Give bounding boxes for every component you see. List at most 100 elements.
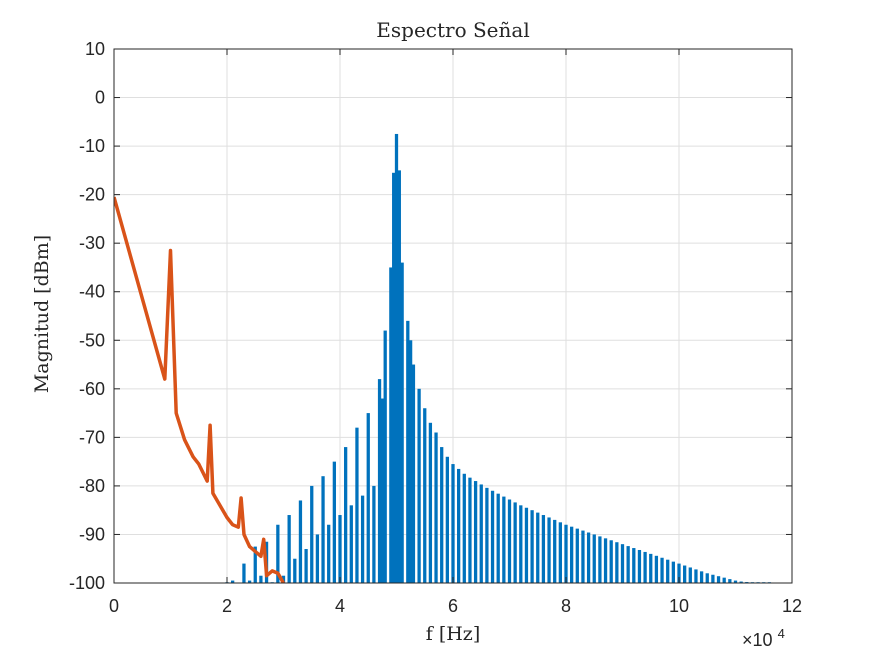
spectrum-bar <box>253 546 257 583</box>
spectrum-bar <box>417 388 421 583</box>
envelope-line <box>114 196 286 583</box>
spectrum-bar <box>626 546 630 583</box>
x-scale-multiplier: ×10 4 <box>742 626 785 650</box>
spectrum-bar <box>541 515 546 583</box>
spectrum-bar <box>293 558 297 583</box>
spectrum-bar <box>372 485 376 583</box>
y-tick-label: -80 <box>79 476 105 496</box>
spectrum-bar <box>428 422 433 583</box>
spectrum-bar <box>507 499 512 583</box>
spectrum-bar <box>287 515 291 583</box>
spectrum-bar <box>728 579 732 583</box>
spectrum-bar <box>440 447 444 583</box>
x-tick-label: 6 <box>448 596 458 616</box>
y-tick-label: -90 <box>79 524 105 544</box>
spectrum-bar <box>643 551 647 583</box>
spectrum-bar <box>485 487 489 583</box>
spectrum-bar <box>479 484 483 583</box>
spectrum-bar <box>570 526 574 583</box>
spectrum-bar <box>502 496 506 583</box>
spectrum-bar <box>259 575 263 583</box>
spectrum-bar <box>677 563 681 583</box>
x-scale-base: ×10 <box>742 630 773 650</box>
spectrum-bar <box>496 493 500 583</box>
spectrum-bar <box>705 573 709 583</box>
spectrum-bar <box>344 447 348 583</box>
axes-box <box>113 48 793 584</box>
spectrum-bar <box>581 530 585 583</box>
axes-frame <box>113 48 793 584</box>
y-axis-label: Magnitud [dBm] <box>31 235 53 393</box>
spectrum-bar <box>315 534 320 583</box>
spectrum-bar <box>366 413 370 583</box>
spectrum-bar <box>711 574 715 583</box>
spectrum-bar <box>699 571 704 583</box>
spectrum-bar <box>609 540 613 583</box>
spectrum-bar <box>349 505 353 583</box>
spectrum-bar <box>637 549 642 583</box>
spectrum-bar <box>457 468 461 583</box>
spectrum-bar <box>615 542 619 583</box>
spectrum-bar <box>575 528 579 583</box>
x-tick-label: 8 <box>561 596 571 616</box>
spectrum-bar <box>276 524 280 583</box>
x-tick-label: 10 <box>669 596 689 616</box>
spectrum-bar <box>530 510 534 583</box>
spectrum-bar <box>660 557 664 583</box>
spectrum-bar <box>586 532 591 583</box>
spectrum-bar <box>310 485 314 583</box>
spectrum-bar <box>397 170 401 583</box>
spectrum-bar <box>716 576 721 583</box>
y-tick-label: -30 <box>79 233 105 253</box>
spectrum-bar <box>564 524 568 583</box>
spectrum-bar <box>683 565 687 583</box>
spectrum-bar <box>694 569 698 583</box>
spectrum-bar <box>654 555 659 583</box>
spectrum-bar <box>733 580 738 583</box>
spectrum-bar <box>338 515 342 583</box>
line-series <box>114 196 286 583</box>
spectrum-bar <box>321 476 325 583</box>
x-tick-label: 4 <box>335 596 345 616</box>
spectrum-bar <box>490 490 495 583</box>
spectrum-bar <box>231 580 235 583</box>
spectrum-bar <box>598 536 602 583</box>
spectrum-bar <box>360 495 365 583</box>
spectrum-bar <box>603 538 608 583</box>
x-axis-label: f [Hz] <box>426 623 480 645</box>
bar-series <box>225 133 772 583</box>
y-tick-label: 10 <box>85 39 105 59</box>
spectrum-bar <box>524 507 529 583</box>
spectrum-bar <box>739 581 743 583</box>
spectrum-bar <box>247 580 252 583</box>
x-tick-label: 12 <box>782 596 802 616</box>
spectrum-bar <box>620 544 625 583</box>
spectrum-bar <box>383 330 387 583</box>
y-tick-label: -50 <box>79 330 105 350</box>
spectrum-bar <box>304 549 308 583</box>
spectrum-bar <box>462 473 466 583</box>
spectrum-bar <box>242 563 246 583</box>
spectrum-bar <box>355 427 359 583</box>
spectrum-bar <box>649 553 653 583</box>
spectrum-bar <box>473 481 478 583</box>
spectrum-bar <box>408 340 413 583</box>
spectrum-bar <box>671 561 675 583</box>
x-tick-label: 2 <box>222 596 232 616</box>
spectrum-bar <box>327 524 331 583</box>
spectrum-bar <box>513 502 517 583</box>
spectrum-bar <box>389 267 393 583</box>
spectrum-bar <box>547 517 551 583</box>
spectrum-bar <box>592 534 596 583</box>
y-tick-label: 0 <box>95 88 105 108</box>
spectrum-bar <box>434 432 438 583</box>
spectrum-bar <box>298 500 303 583</box>
spectrum-bar <box>423 408 427 583</box>
spectrum-bar <box>688 567 692 583</box>
spectrum-bar <box>394 133 399 583</box>
spectrum-bar <box>722 577 726 583</box>
x-tick-label: 0 <box>109 596 119 616</box>
y-tick-label: -100 <box>69 573 105 593</box>
tick-labels: 0 2 4 6 8 10 12 10 0 -10 -20 -30 -40 -50 -60 -70 -80 -90 -… <box>69 39 802 616</box>
